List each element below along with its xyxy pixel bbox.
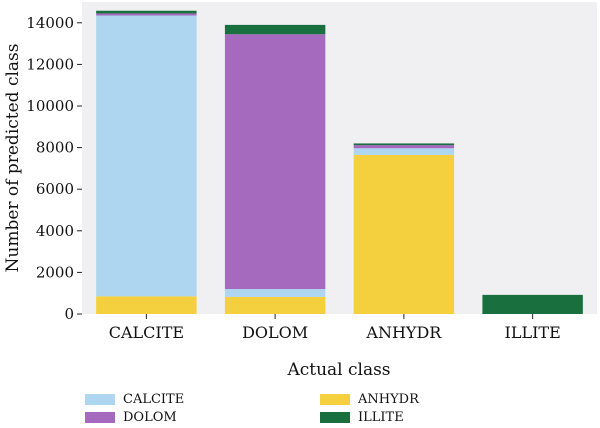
x-tick-label-anhydr: ANHYDR bbox=[365, 323, 442, 342]
bar-calcite-illite bbox=[96, 10, 197, 14]
bar-anhydr-illite bbox=[353, 143, 455, 146]
bars-group bbox=[96, 10, 583, 314]
x-tick-label-calcite: CALCITE bbox=[109, 323, 184, 342]
y-tick-label-0: 0 bbox=[64, 305, 74, 323]
bar-anhydr-anhydr bbox=[353, 154, 455, 314]
bar-dolom-dolom bbox=[224, 34, 326, 290]
bar-dolom-illite bbox=[224, 24, 326, 35]
y-axis-ticks: 0 2000 4000 6000 8000 10000 12000 14000 bbox=[26, 14, 82, 323]
bar-calcite-dolom bbox=[96, 13, 197, 16]
y-tick-label-14000: 14000 bbox=[26, 14, 74, 32]
y-tick-label-2000: 2000 bbox=[36, 263, 74, 281]
x-axis-label: Actual class bbox=[286, 360, 390, 380]
x-axis-ticks: CALCITE DOLOM ANHYDR ILLITE bbox=[109, 314, 561, 342]
bar-calcite-anhydr bbox=[96, 296, 197, 314]
y-axis-label: Number of predicted class bbox=[3, 44, 23, 273]
x-tick-label-illite: ILLITE bbox=[505, 323, 561, 342]
y-tick-label-6000: 6000 bbox=[36, 180, 74, 198]
bar-illite-illite bbox=[482, 294, 583, 314]
bar-anhydr-dolom bbox=[353, 145, 455, 149]
bar-anhydr-calcite bbox=[353, 148, 455, 155]
x-tick-label-dolom: DOLOM bbox=[242, 323, 308, 342]
y-tick-label-12000: 12000 bbox=[26, 55, 74, 73]
y-tick-label-10000: 10000 bbox=[26, 97, 74, 115]
bar-calcite-calcite bbox=[96, 15, 197, 297]
bar-dolom-calcite bbox=[224, 289, 326, 297]
y-tick-label-8000: 8000 bbox=[36, 139, 74, 157]
bar-dolom-anhydr bbox=[224, 296, 326, 314]
y-tick-label-4000: 4000 bbox=[36, 222, 74, 240]
